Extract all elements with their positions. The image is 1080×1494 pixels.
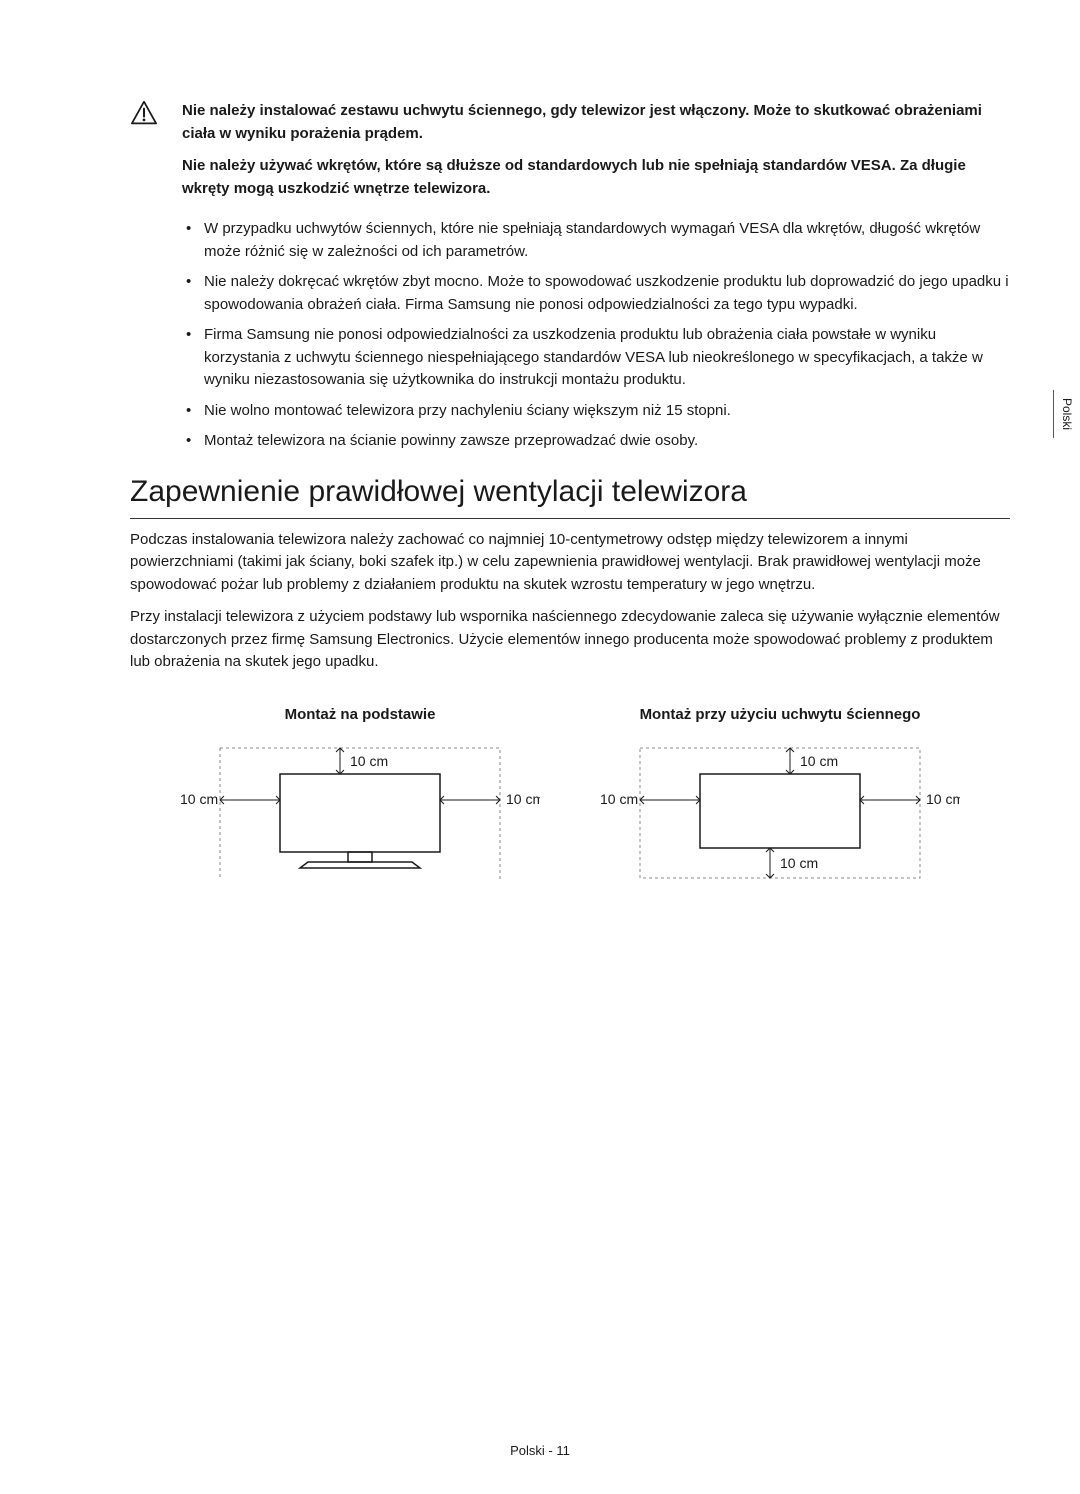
diagrams-row: Montaż na podstawie 10 cm 10 cm (130, 704, 1010, 898)
warning-line-1: Nie należy instalować zestawu uchwytu śc… (182, 100, 1010, 145)
bullet-list: W przypadku uchwytów ściennych, które ni… (130, 218, 1010, 453)
svg-text:10 cm: 10 cm (600, 791, 638, 807)
svg-text:10 cm: 10 cm (506, 791, 540, 807)
warning-text: Nie należy instalować zestawu uchwytu śc… (182, 100, 1010, 210)
diagram-stand: Montaż na podstawie 10 cm 10 cm (170, 704, 550, 898)
bullet-item: Firma Samsung nie ponosi odpowiedzialnoś… (182, 324, 1010, 392)
svg-text:10 cm: 10 cm (800, 753, 838, 769)
bullet-text: Firma Samsung nie ponosi odpowiedzialnoś… (204, 326, 983, 388)
diagram-wall: Montaż przy użyciu uchwytu ściennego 10 … (590, 704, 970, 898)
bullet-text: Nie wolno montować telewizora przy nachy… (204, 402, 731, 419)
diagram-wall-caption: Montaż przy użyciu uchwytu ściennego (590, 704, 970, 727)
paragraph-1: Podczas instalowania telewizora należy z… (130, 529, 1010, 597)
bullet-text: Nie należy dokręcać wkrętów zbyt mocno. … (204, 273, 1009, 313)
diagram-stand-caption: Montaż na podstawie (170, 704, 550, 727)
svg-text:10 cm: 10 cm (780, 855, 818, 871)
caution-icon (130, 100, 158, 210)
bullet-text: W przypadku uchwytów ściennych, które ni… (204, 220, 980, 260)
paragraph-2: Przy instalacji telewizora z użyciem pod… (130, 606, 1010, 674)
bullet-item: Montaż telewizora na ścianie powinny zaw… (182, 430, 1010, 453)
section-title: Zapewnienie prawidłowej wentylacji telew… (130, 469, 1010, 519)
diagram-wall-svg: 10 cm 10 cm 10 cm 10 cm (600, 740, 960, 890)
bullet-text: Montaż telewizora na ścianie powinny zaw… (204, 432, 698, 449)
svg-text:10 cm: 10 cm (180, 791, 218, 807)
warning-block: Nie należy instalować zestawu uchwytu śc… (130, 100, 1010, 210)
bullet-item: Nie wolno montować telewizora przy nachy… (182, 400, 1010, 423)
svg-text:10 cm: 10 cm (350, 753, 388, 769)
page-footer: Polski - 11 (0, 1441, 1080, 1461)
svg-text:10 cm: 10 cm (926, 791, 960, 807)
page-content: Nie należy instalować zestawu uchwytu śc… (0, 0, 1080, 938)
warning-line-2: Nie należy używać wkrętów, które są dłuż… (182, 155, 1010, 200)
diagram-stand-svg: 10 cm 10 cm 10 cm (180, 740, 540, 890)
bullet-item: W przypadku uchwytów ściennych, które ni… (182, 218, 1010, 263)
bullet-item: Nie należy dokręcać wkrętów zbyt mocno. … (182, 271, 1010, 316)
